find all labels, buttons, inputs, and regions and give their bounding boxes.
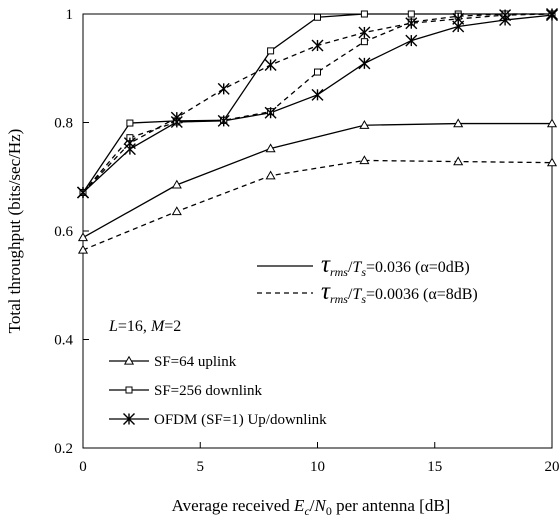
data-point bbox=[360, 38, 368, 46]
y-tick-label: 0.8 bbox=[54, 116, 73, 132]
data-point bbox=[360, 10, 368, 18]
legend-marker-triangle bbox=[123, 355, 135, 365]
axis-ticks bbox=[82, 13, 553, 449]
y-tick-label: 0.6 bbox=[54, 224, 73, 240]
data-point bbox=[546, 8, 558, 20]
legend-marker-star bbox=[123, 413, 135, 425]
data-point bbox=[452, 12, 465, 25]
x-tick-labels: 0 5 10 15 20 bbox=[79, 459, 559, 475]
data-point bbox=[405, 17, 418, 30]
x-tick-label: 5 bbox=[197, 459, 205, 475]
legend-label: τrms/Ts=0.0036 (α=8dB) bbox=[321, 278, 478, 306]
data-point bbox=[546, 157, 558, 167]
x-tick-label: 20 bbox=[545, 459, 559, 475]
data-point bbox=[358, 26, 371, 39]
legend: τrms/Ts=0.036 (α=0dB)τrms/Ts=0.0036 (α=8… bbox=[108, 251, 478, 428]
data-point bbox=[265, 170, 276, 180]
data-point bbox=[170, 111, 183, 124]
series-line-0 bbox=[82, 122, 552, 239]
data-point bbox=[314, 13, 321, 21]
data-point bbox=[546, 118, 558, 128]
data-point bbox=[407, 10, 415, 18]
data-point bbox=[314, 68, 321, 76]
legend-marker-label: OFDM (SF=1) Up/downlink bbox=[154, 412, 327, 428]
series-markers bbox=[77, 8, 558, 254]
data-point bbox=[267, 47, 275, 55]
legend-marker-square bbox=[125, 386, 133, 394]
y-axis-label: Total throughput (bits/sec/Hz) bbox=[5, 129, 24, 334]
data-point bbox=[77, 244, 89, 254]
data-point bbox=[264, 59, 277, 71]
x-tick-label: 0 bbox=[79, 459, 87, 475]
params-label: L=16, M=2 bbox=[108, 318, 181, 335]
data-point bbox=[311, 88, 324, 101]
data-point bbox=[217, 82, 230, 95]
y-tick-label: 1 bbox=[66, 7, 74, 23]
data-point bbox=[171, 206, 182, 216]
data-point bbox=[77, 232, 89, 242]
data-point bbox=[453, 118, 464, 128]
data-point bbox=[359, 120, 370, 129]
data-point bbox=[499, 9, 512, 22]
data-point bbox=[217, 114, 230, 127]
data-point bbox=[123, 137, 136, 150]
data-point bbox=[359, 155, 370, 165]
x-tick-label: 10 bbox=[310, 459, 325, 475]
legend-label: τrms/Ts=0.036 (α=0dB) bbox=[321, 251, 470, 279]
data-point bbox=[171, 179, 182, 189]
legend-marker-label: SF=64 uplink bbox=[154, 354, 237, 370]
series-line-1 bbox=[82, 159, 553, 251]
legend-marker-label: SF=256 downlink bbox=[154, 383, 263, 399]
data-point bbox=[311, 39, 324, 52]
data-point bbox=[265, 143, 276, 153]
y-tick-label: 0.2 bbox=[54, 441, 73, 457]
data-point bbox=[126, 119, 134, 127]
x-axis-label: Average received Ec/N0 per antenna [dB] bbox=[172, 496, 451, 518]
y-tick-label: 0.4 bbox=[54, 333, 73, 349]
data-point bbox=[77, 186, 89, 199]
data-point bbox=[453, 156, 464, 166]
data-point bbox=[358, 57, 371, 70]
data-point bbox=[405, 34, 418, 47]
y-tick-labels: 0.2 0.4 0.6 0.8 1 bbox=[54, 7, 73, 457]
data-point bbox=[264, 106, 277, 119]
x-tick-label: 15 bbox=[427, 459, 442, 475]
